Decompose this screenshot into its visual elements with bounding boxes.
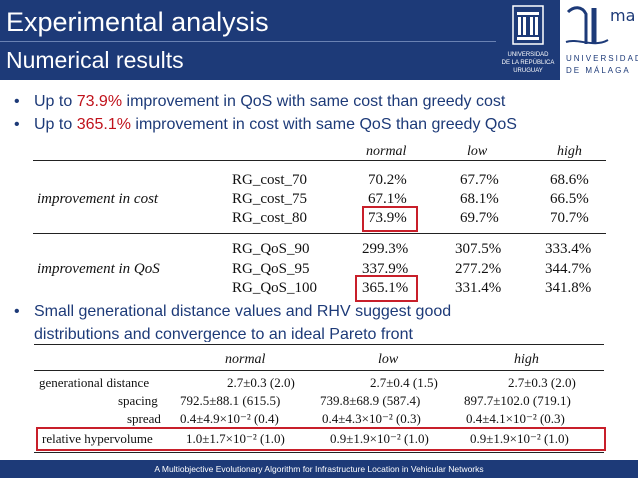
table-cell: 337.9% xyxy=(362,261,409,277)
table-cell: 0.9±1.9×10⁻² (1.0) xyxy=(330,431,429,446)
row-label: RG_QoS_90 xyxy=(232,241,310,257)
bullet-marker: • xyxy=(14,93,20,110)
bullet-text: improvement in cost with same QoS than g… xyxy=(130,116,517,133)
table-cell: 0.9±1.9×10⁻² (1.0) xyxy=(470,431,569,446)
table-cell: 0.4±4.1×10⁻² (0.3) xyxy=(466,411,565,426)
table-cell: 68.6% xyxy=(550,172,589,188)
table-cell: 70.7% xyxy=(550,210,589,226)
table-cell: 66.5% xyxy=(550,191,589,207)
table-cell: 344.7% xyxy=(545,261,592,277)
uma-emblem-icon xyxy=(565,6,609,45)
table-rule xyxy=(34,370,604,371)
table-cell: 67.1% xyxy=(368,191,407,207)
table-rule xyxy=(34,344,604,345)
table-rule xyxy=(34,452,604,453)
bullet-text: Up to xyxy=(34,116,77,133)
row-label: RG_QoS_100 xyxy=(232,280,318,296)
table-cell: 2.7±0.4 (1.5) xyxy=(370,375,438,390)
table-cell: 792.5±88.1 (615.5) xyxy=(180,393,281,408)
university-crest-icon xyxy=(512,5,544,45)
row-label: RG_cost_70 xyxy=(232,172,307,188)
highlight-box xyxy=(36,427,606,451)
uma-line2: DE MÁLAGA xyxy=(566,66,631,75)
table-cell: 67.7% xyxy=(460,172,499,188)
table-cell: 277.2% xyxy=(455,261,502,277)
udelar-line3: URUGUAY xyxy=(513,68,543,74)
table-rule xyxy=(33,160,606,161)
bullet-text: distributions and convergence to an idea… xyxy=(34,326,413,342)
table-cell: 307.5% xyxy=(455,241,502,257)
col-header: high xyxy=(514,352,539,367)
row-label: spread xyxy=(127,411,161,426)
highlight-box xyxy=(362,206,418,232)
col-header: normal xyxy=(366,144,407,159)
bullet-text: Small generational distance values and R… xyxy=(34,303,452,320)
bullet-distance-cont: distributions and convergence to an idea… xyxy=(14,326,614,342)
udelar-line1: UNIVERSIDAD xyxy=(507,52,549,58)
row-label: RG_cost_80 xyxy=(232,210,307,226)
col-header: normal xyxy=(225,352,266,367)
slide-footer: A Multiobjective Evolutionary Algorithm … xyxy=(0,460,638,478)
table-cell: 0.4±4.9×10⁻² (0.4) xyxy=(180,411,279,426)
table-cell: 299.3% xyxy=(362,241,409,257)
col-header: low xyxy=(378,352,399,367)
table-cell: 897.7±102.0 (719.1) xyxy=(464,393,571,408)
row-label: RG_cost_75 xyxy=(232,191,307,207)
table-cell: 365.1% xyxy=(362,280,409,296)
highlight-value: 73.9% xyxy=(76,93,123,110)
table-cell: 73.9% xyxy=(368,210,407,226)
row-label: spacing xyxy=(118,393,158,408)
bullet-text: Up to xyxy=(34,93,77,110)
table-cell: 1.0±1.7×10⁻² (1.0) xyxy=(186,431,285,446)
slide-subtitle: Numerical results xyxy=(6,47,184,73)
highlight-box xyxy=(355,275,418,302)
highlight-value: 365.1% xyxy=(76,116,131,133)
uma-logo: ma UNIVERSIDAD DE MÁLAGA xyxy=(560,0,638,80)
bullet-marker: • xyxy=(14,303,20,320)
group-label: improvement in cost xyxy=(37,191,159,207)
table-cell: 0.4±4.3×10⁻² (0.3) xyxy=(322,411,421,426)
row-label: generational distance xyxy=(39,375,150,390)
table-cell: 2.7±0.3 (2.0) xyxy=(508,375,576,390)
row-label: RG_QoS_95 xyxy=(232,261,310,277)
slide-title: Experimental analysis xyxy=(6,7,269,37)
table-cell: 2.7±0.3 (2.0) xyxy=(227,375,295,390)
table-cell: 341.8% xyxy=(545,280,592,296)
col-header: low xyxy=(467,144,488,159)
table-cell: 331.4% xyxy=(455,280,502,296)
uma-line1: UNIVERSIDAD xyxy=(566,54,638,63)
col-header: high xyxy=(557,144,582,159)
bullet-text: improvement in QoS with same cost than g… xyxy=(122,93,506,110)
title-bar: Experimental analysis Numerical results xyxy=(0,0,496,80)
table-cell: 69.7% xyxy=(460,210,499,226)
table-rule xyxy=(33,233,606,234)
row-label: relative hypervolume xyxy=(42,431,153,446)
table-cell: 333.4% xyxy=(545,241,592,257)
table-cell: 739.8±68.9 (587.4) xyxy=(320,393,421,408)
udelar-line2: DE LA REPÚBLICA xyxy=(501,60,555,66)
table-cell: 70.2% xyxy=(368,172,407,188)
uma-mark: ma xyxy=(610,6,636,25)
table-cell: 68.1% xyxy=(460,191,499,207)
bullet-marker: • xyxy=(14,116,20,133)
title-divider xyxy=(0,41,496,42)
group-label: improvement in QoS xyxy=(37,261,160,277)
udelar-logo: UNIVERSIDAD DE LA REPÚBLICA URUGUAY xyxy=(496,0,560,80)
